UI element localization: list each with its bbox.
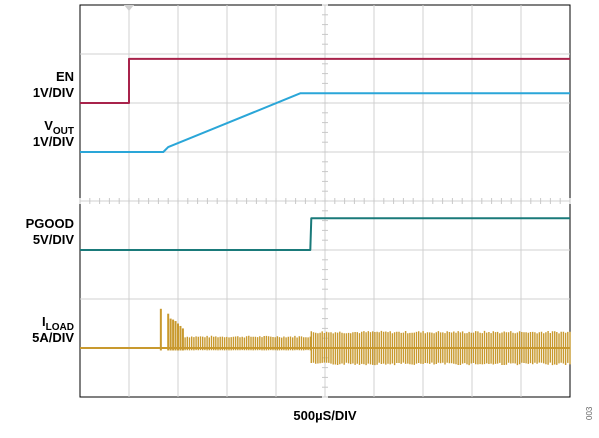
channel-scale-iload: 5A/DIV bbox=[32, 330, 74, 345]
channel-label-iload: ILOAD bbox=[42, 314, 74, 333]
trace-group bbox=[80, 57, 571, 366]
channel-label-vout: VOUT bbox=[44, 118, 74, 137]
load-ripple-band bbox=[182, 335, 311, 351]
channel-scale-pgood: 5V/DIV bbox=[33, 232, 75, 247]
trace-en bbox=[80, 57, 570, 104]
channel-scale-vout: 1V/DIV bbox=[33, 134, 75, 149]
channel-scale-en: 1V/DIV bbox=[33, 85, 75, 100]
trace-vout bbox=[80, 92, 570, 153]
channel-label-en: EN bbox=[56, 69, 74, 84]
x-axis-label: 500µS/DIV bbox=[293, 408, 356, 423]
trigger-marker bbox=[124, 5, 134, 11]
figure-number: 003 bbox=[585, 406, 594, 420]
trace-pgood bbox=[80, 217, 570, 251]
channel-label-pgood: PGOOD bbox=[26, 216, 74, 231]
load-pulse-band bbox=[310, 330, 571, 366]
